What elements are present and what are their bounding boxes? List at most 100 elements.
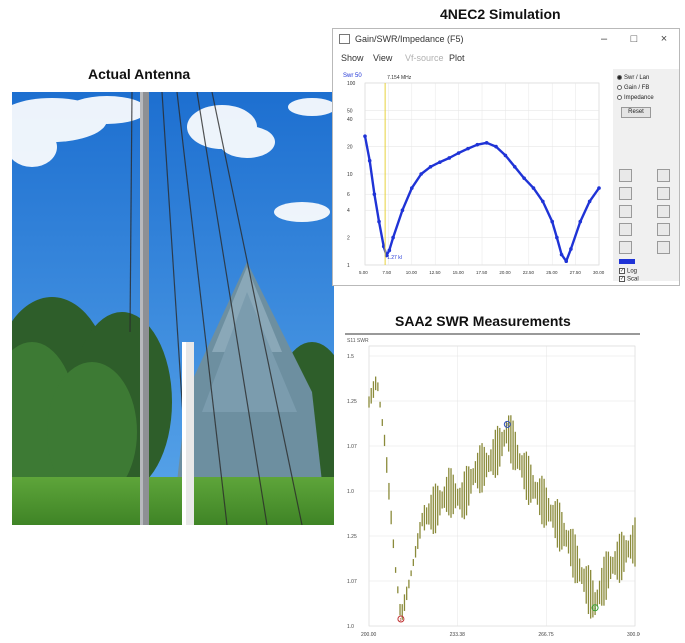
scroll-button-7[interactable] [619, 223, 632, 236]
x-tick-label: 7.50 [382, 270, 391, 275]
swr-point [597, 186, 601, 190]
option-swr[interactable]: Swr / Lan [617, 75, 649, 81]
swr-point [541, 199, 545, 204]
saa2-swr-chart: S11 SWR 1.5 1.25 1.07 1.0 1.25 1.07 1.0 200.00… [345, 332, 640, 640]
x-tick-label: 266.75 [538, 632, 554, 638]
log-checkbox[interactable]: ✓ Log [619, 268, 637, 275]
swr-point [363, 134, 367, 139]
scale-checkbox[interactable]: ✓ Scal [619, 276, 639, 283]
checkbox-icon: ✓ [619, 276, 625, 282]
scroll-button-5[interactable] [619, 205, 632, 218]
checkbox-icon: ✓ [619, 268, 625, 274]
simulation-heading: 4NEC2 Simulation [440, 6, 561, 22]
scale-label: Scal [627, 276, 639, 283]
marker-circle[interactable] [503, 420, 511, 428]
swr-point [377, 219, 381, 224]
log-label: Log [627, 268, 638, 275]
y-tick-label: 6 [347, 192, 350, 198]
menu-bar: Show View Vf-source Plot [333, 51, 679, 67]
marker-label: 1 [399, 617, 402, 622]
swr-point [564, 259, 569, 264]
swr-simulation-plot: 100 50 40 20 10 6 4 2 1 5.00 7.50 10.00 12.50 15.00 1… [341, 69, 611, 281]
antenna-photo-icon [12, 92, 334, 525]
antenna-heading: Actual Antenna [88, 66, 191, 82]
swr-point [550, 219, 554, 224]
menu-plot[interactable]: Plot [449, 53, 465, 63]
menu-view[interactable]: View [373, 53, 393, 63]
scroll-button-3[interactable] [619, 187, 632, 200]
y-tick-label: 1.25 [347, 399, 357, 405]
swr-point [578, 219, 583, 224]
plot-options-panel: Swr / Lan Gain / FB Impedance Reset ✓ Log… [613, 69, 679, 283]
radio-icon [617, 75, 622, 80]
measurements-heading: SAA2 SWR Measurements [395, 313, 571, 329]
menu-show[interactable]: Show [341, 53, 364, 63]
menu-vf-source: Vf-source [405, 53, 444, 63]
scroll-button-8[interactable] [657, 223, 670, 236]
swr-point [569, 247, 573, 251]
x-tick-label: 15.00 [453, 270, 465, 275]
x-tick-label: 17.50 [476, 270, 488, 275]
swr-point [512, 164, 517, 169]
scroll-button-1[interactable] [619, 169, 632, 182]
x-tick-label: 20.00 [499, 270, 511, 275]
plot-title: Swr 50 [343, 73, 362, 79]
swr-point [456, 151, 461, 155]
reset-button[interactable]: Reset [621, 107, 651, 118]
marker-circle[interactable] [591, 604, 599, 612]
x-tick-label: 30.00 [593, 270, 605, 275]
y-tick-label: 1.0 [347, 624, 354, 630]
antenna-photo [12, 92, 334, 525]
swr-point [384, 253, 389, 258]
swr-point [475, 142, 480, 147]
option-gain[interactable]: Gain / FB [617, 85, 649, 91]
maximize-button[interactable]: □ [630, 33, 638, 45]
option-gain-label: Gain / FB [624, 85, 650, 92]
swr-point [428, 164, 433, 169]
y-tick-label: 100 [347, 81, 356, 87]
y-tick-label: 1.07 [347, 579, 357, 585]
swr-point [447, 156, 452, 160]
x-tick-label: 200.00 [361, 632, 377, 638]
marker-label: 2 [506, 422, 509, 427]
y-tick-label: 50 [347, 108, 353, 114]
scroll-button-10[interactable] [657, 241, 670, 254]
x-tick-label: 25.00 [546, 270, 558, 275]
swr-point [559, 252, 564, 257]
scroll-button-4[interactable] [657, 187, 670, 200]
y-tick-label: 1.07 [347, 444, 357, 450]
nec2-window: Gain/SWR/Impedance (F5) – □ × Show View … [332, 28, 680, 286]
x-tick-label: 5.00 [359, 270, 368, 275]
frequency-marker-label: 7.154 MHz [387, 75, 412, 81]
minimum-label: 1.27 kl [387, 255, 402, 261]
swr-point [438, 160, 442, 164]
scroll-button-6[interactable] [657, 205, 670, 218]
chart-top-label: S11 SWR [347, 338, 369, 344]
y-tick-label: 40 [347, 117, 353, 123]
radio-icon [617, 85, 622, 90]
series-color-swatch[interactable] [619, 259, 635, 264]
x-tick-label: 22.50 [523, 270, 535, 275]
x-tick-label: 300.00 [627, 632, 640, 638]
scroll-button-9[interactable] [619, 241, 632, 254]
window-title: Gain/SWR/Impedance (F5) [355, 34, 464, 44]
marker-label: 3 [594, 606, 597, 611]
swr-point [419, 172, 423, 176]
x-tick-label: 27.50 [570, 270, 582, 275]
close-button[interactable]: × [660, 33, 668, 45]
window-titlebar[interactable]: Gain/SWR/Impedance (F5) – □ × [333, 29, 679, 51]
swr-point [522, 176, 526, 180]
marker-circle[interactable] [397, 615, 405, 623]
swr-point [372, 192, 377, 196]
swr-point [400, 208, 405, 213]
scroll-button-2[interactable] [657, 169, 670, 182]
y-tick-label: 4 [347, 208, 350, 214]
minimize-button[interactable]: – [600, 33, 608, 45]
swr-point [410, 186, 414, 190]
y-tick-label: 2 [347, 236, 350, 242]
y-tick-label: 1.0 [347, 489, 354, 495]
y-tick-label: 10 [347, 172, 353, 178]
option-impedance[interactable]: Impedance [617, 95, 654, 101]
app-icon [339, 34, 350, 44]
swr-point [555, 235, 559, 240]
